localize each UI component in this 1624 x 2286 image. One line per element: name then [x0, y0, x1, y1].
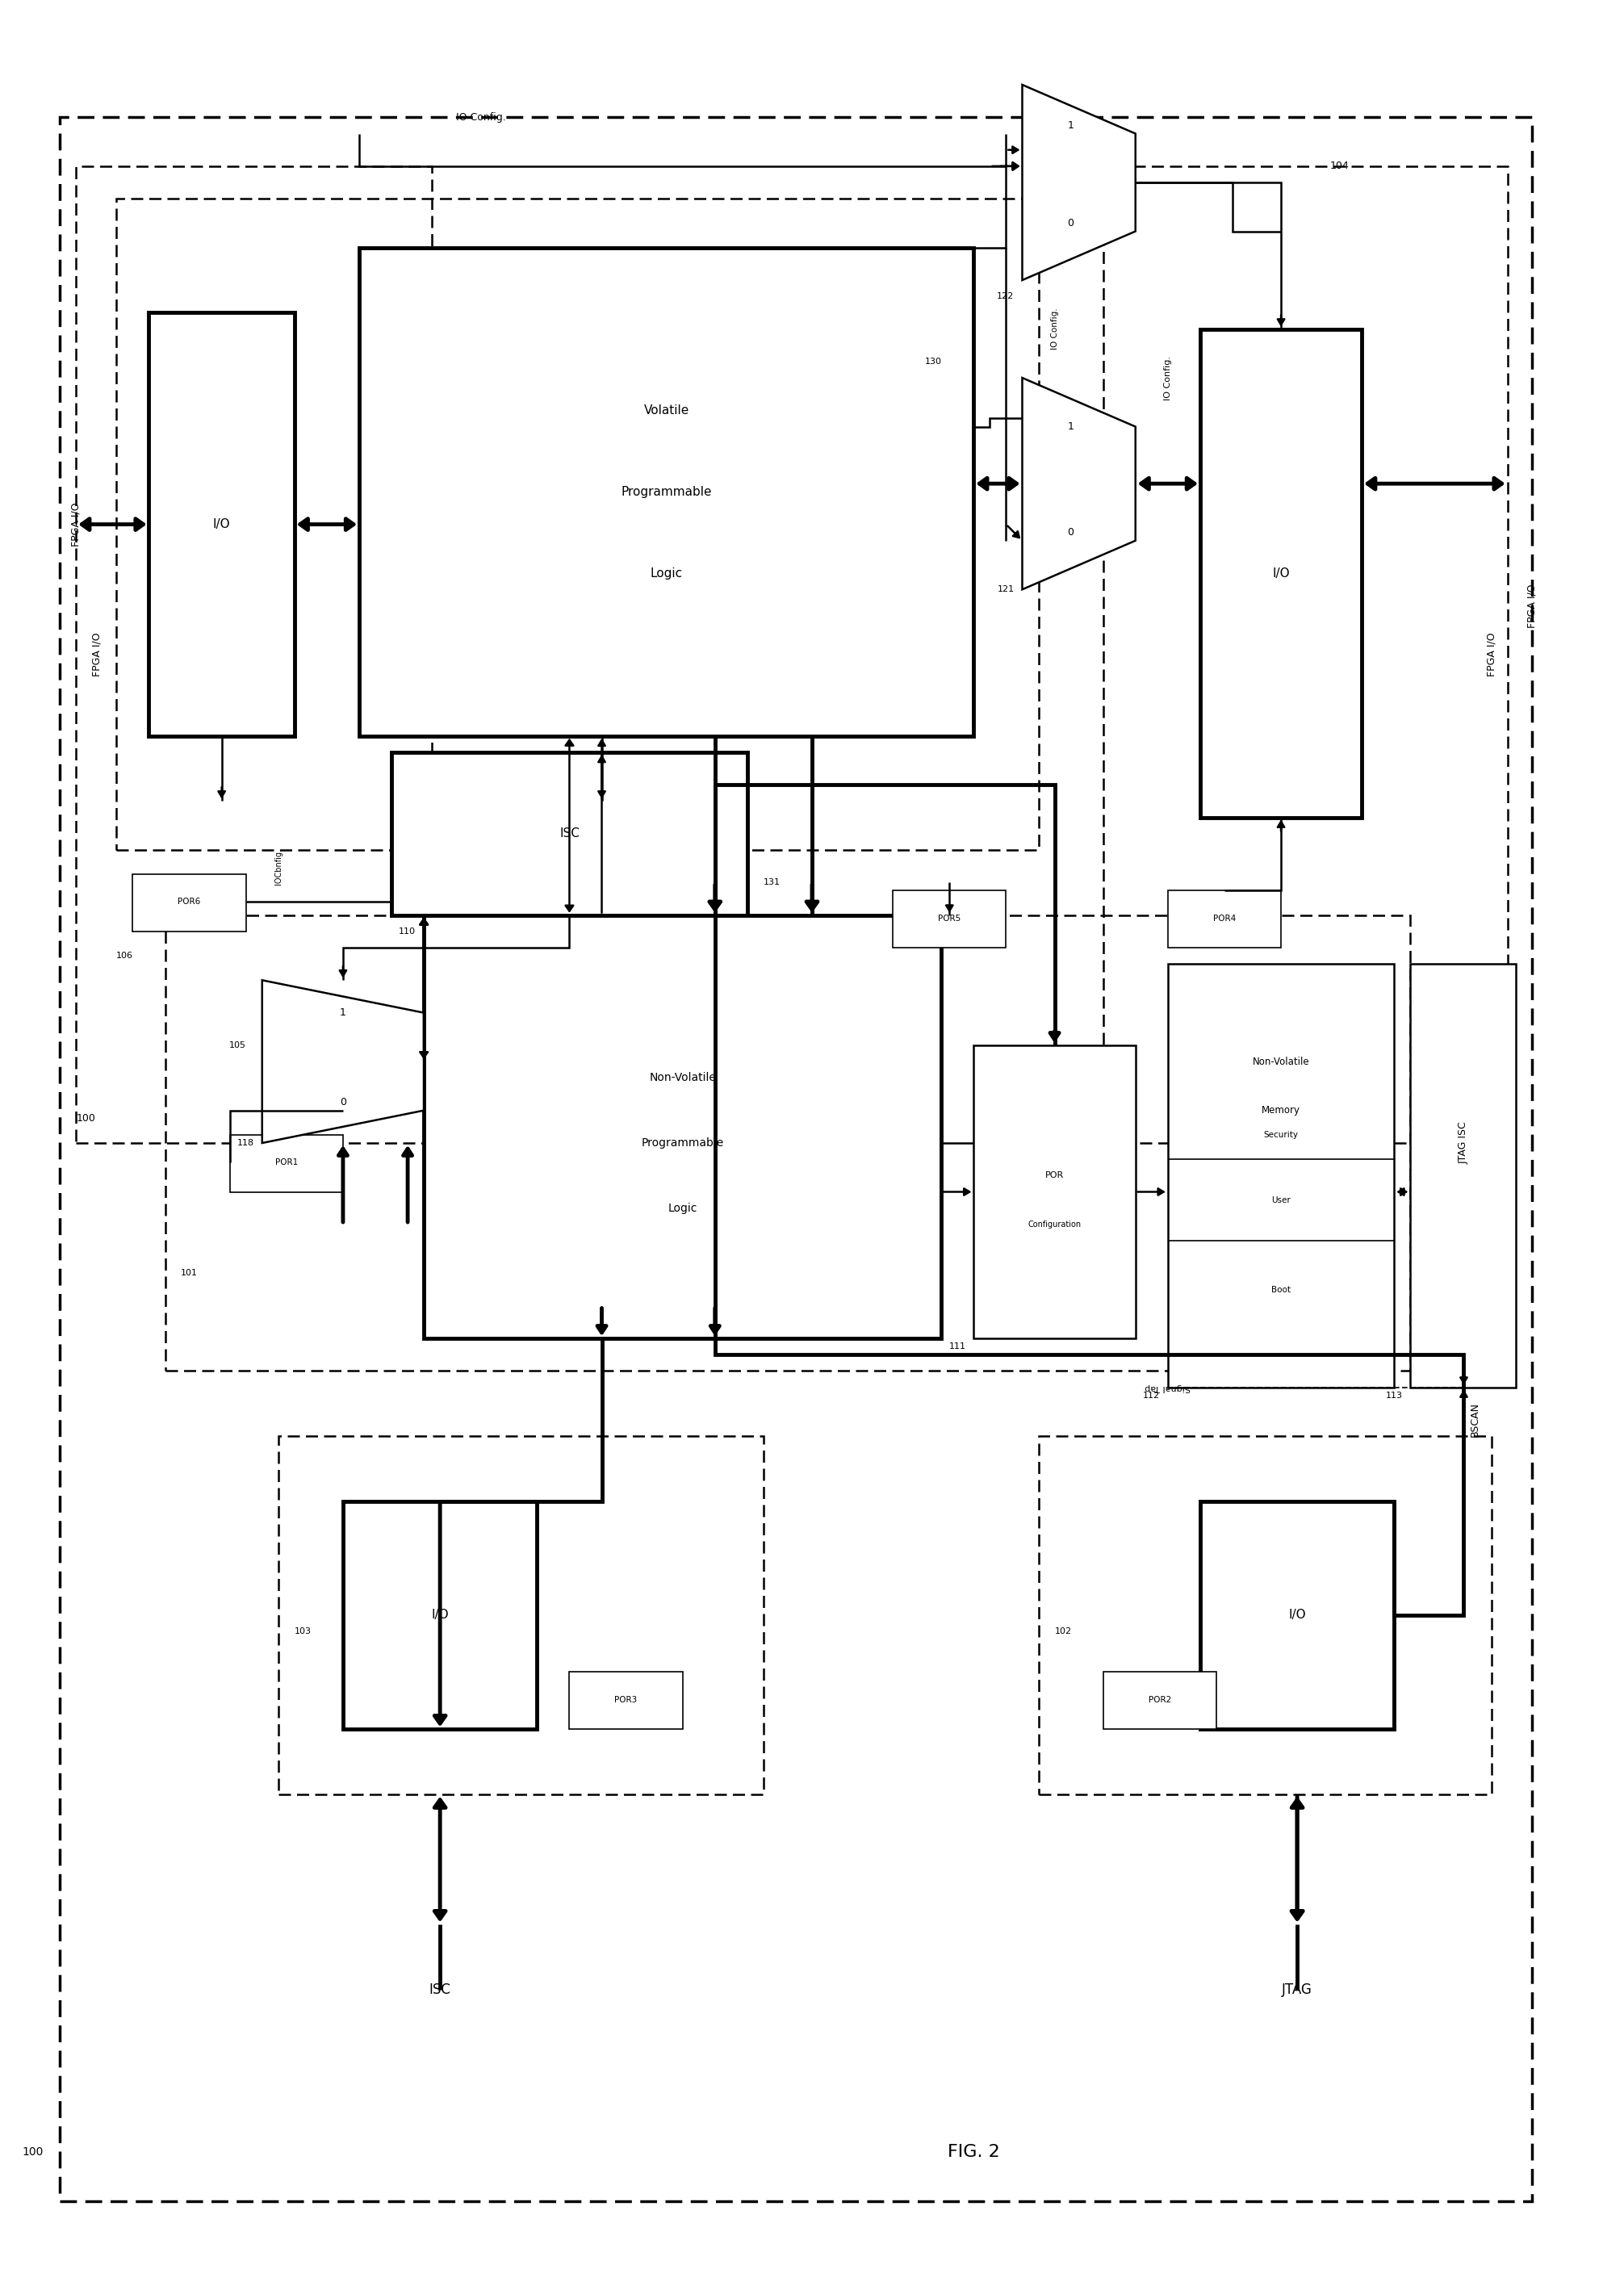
Text: 1: 1	[339, 1008, 346, 1017]
Bar	[1168, 965, 1395, 1388]
Bar	[133, 873, 245, 930]
Bar	[424, 914, 942, 1337]
Text: Memory: Memory	[1262, 1104, 1301, 1116]
Text: 111: 111	[948, 1342, 966, 1351]
Text: POR2: POR2	[1148, 1696, 1171, 1703]
Text: 1: 1	[1067, 121, 1073, 130]
Text: POR1: POR1	[274, 1159, 297, 1166]
Text: Signal Tap: Signal Tap	[1145, 1383, 1190, 1392]
Text: 121: 121	[997, 585, 1013, 594]
Polygon shape	[1021, 377, 1135, 590]
Text: FIG. 2: FIG. 2	[947, 2144, 1000, 2160]
Text: IO Config.: IO Config.	[456, 112, 507, 123]
Text: IO Config.: IO Config.	[1051, 309, 1059, 350]
Text: POR4: POR4	[1213, 914, 1236, 921]
Text: Programmable: Programmable	[641, 1138, 724, 1148]
Bar	[76, 167, 432, 1143]
Text: POR5: POR5	[939, 914, 961, 921]
Text: Programmable: Programmable	[620, 485, 711, 498]
Text: I/O: I/O	[432, 1609, 448, 1621]
Text: Volatile: Volatile	[643, 405, 689, 416]
Text: I/O: I/O	[1272, 567, 1289, 578]
Bar	[149, 313, 294, 736]
Text: IOCbnfig.: IOCbnfig.	[274, 848, 283, 885]
Text: FPGA I/O: FPGA I/O	[71, 503, 81, 546]
Text: 1: 1	[1067, 421, 1073, 432]
Text: FPGA I/O: FPGA I/O	[1527, 583, 1536, 629]
Bar	[278, 1436, 763, 1795]
Bar	[117, 199, 1038, 850]
Text: 0: 0	[1067, 528, 1073, 537]
Bar	[166, 914, 1410, 1372]
Text: 101: 101	[180, 1269, 198, 1278]
Text: I/O: I/O	[1288, 1609, 1306, 1621]
Text: Boot: Boot	[1272, 1285, 1291, 1294]
Text: Configuration: Configuration	[1028, 1221, 1082, 1228]
Text: Security: Security	[1263, 1132, 1298, 1138]
Text: FPGA I/O: FPGA I/O	[1486, 633, 1496, 677]
Text: BSCAN: BSCAN	[1470, 1401, 1481, 1438]
Bar	[229, 1134, 343, 1191]
Text: 113: 113	[1385, 1392, 1402, 1399]
Text: 110: 110	[400, 928, 416, 935]
Text: 105: 105	[229, 1042, 245, 1049]
Polygon shape	[1021, 85, 1135, 281]
Bar	[1103, 1671, 1216, 1728]
Text: Non-Volatile: Non-Volatile	[650, 1072, 716, 1084]
Text: POR3: POR3	[614, 1696, 637, 1703]
Text: Logic: Logic	[667, 1202, 697, 1214]
Bar	[1200, 1502, 1395, 1728]
Text: POR6: POR6	[179, 898, 201, 905]
Text: ISC: ISC	[429, 1982, 451, 1998]
Bar	[391, 752, 747, 914]
Text: 102: 102	[1054, 1628, 1072, 1634]
Bar	[1200, 329, 1363, 818]
Text: 118: 118	[237, 1138, 253, 1148]
Text: 112: 112	[1143, 1392, 1160, 1399]
Text: I/O: I/O	[213, 519, 231, 530]
Polygon shape	[261, 981, 424, 1143]
Text: User: User	[1272, 1196, 1291, 1205]
Bar	[1103, 167, 1507, 1143]
Text: IO Config.: IO Config.	[1164, 357, 1173, 400]
Text: 100: 100	[76, 1113, 96, 1125]
Text: 130: 130	[926, 357, 942, 366]
Text: 104: 104	[1330, 160, 1348, 171]
Bar	[974, 1045, 1135, 1337]
Text: JTAG: JTAG	[1281, 1982, 1312, 1998]
Text: Non-Volatile: Non-Volatile	[1252, 1056, 1309, 1068]
Bar	[343, 1502, 538, 1728]
Bar	[1038, 1436, 1491, 1795]
Text: Logic: Logic	[650, 567, 682, 578]
Text: 0: 0	[1067, 217, 1073, 229]
Bar	[570, 1671, 682, 1728]
Text: FPGA I/O: FPGA I/O	[93, 633, 102, 677]
Text: 106: 106	[115, 951, 133, 960]
Bar	[1410, 965, 1515, 1388]
Text: 103: 103	[294, 1628, 312, 1634]
Bar	[1168, 892, 1281, 949]
Bar	[359, 247, 974, 736]
Text: 0: 0	[339, 1097, 346, 1106]
Bar	[893, 892, 1007, 949]
Text: POR: POR	[1046, 1170, 1064, 1180]
Text: ISC: ISC	[559, 828, 580, 839]
Text: JTAG ISC: JTAG ISC	[1458, 1122, 1470, 1164]
Text: 100: 100	[23, 2147, 44, 2158]
Text: 122: 122	[997, 293, 1013, 299]
Text: 131: 131	[763, 878, 781, 887]
